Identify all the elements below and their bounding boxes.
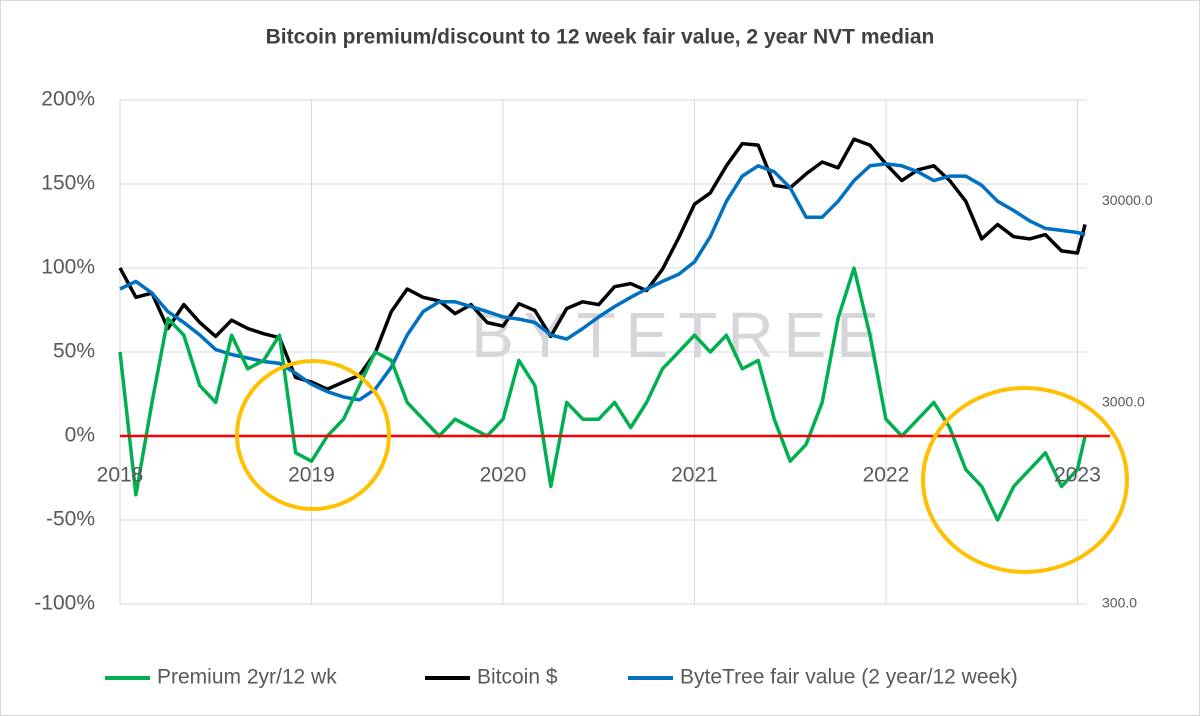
x-tick-label: 2020	[480, 464, 527, 487]
x-tick-label: 2023	[1054, 464, 1101, 487]
highlight-circle	[921, 386, 1129, 574]
x-tick-label: 2022	[863, 464, 910, 487]
y-tick-label: 0%	[65, 424, 95, 447]
chart-title: Bitcoin premium/discount to 12 week fair…	[266, 26, 935, 49]
legend-label: Bitcoin $	[477, 666, 558, 689]
legend-label: ByteTree fair value (2 year/12 week)	[680, 666, 1018, 689]
series-line	[118, 266, 1087, 522]
y-tick-label: 200%	[41, 88, 95, 111]
y2-tick-label: 300.0	[1102, 595, 1137, 611]
y-tick-label: 50%	[53, 340, 95, 363]
x-tick-label: 2021	[671, 464, 718, 487]
y-tick-label: -100%	[34, 592, 95, 615]
y-tick-label: -50%	[46, 508, 95, 531]
y-tick-label: 100%	[41, 256, 95, 279]
x-tick-label: 2019	[288, 464, 335, 487]
y2-tick-label: 30000.0	[1102, 192, 1153, 208]
legend-label: Premium 2yr/12 wk	[157, 666, 337, 689]
y-tick-label: 150%	[41, 172, 95, 195]
highlight-circle	[235, 359, 391, 511]
x-tick-label: 2018	[97, 464, 144, 487]
y2-tick-label: 3000.0	[1102, 393, 1145, 409]
watermark: BYTETREE	[471, 299, 889, 371]
